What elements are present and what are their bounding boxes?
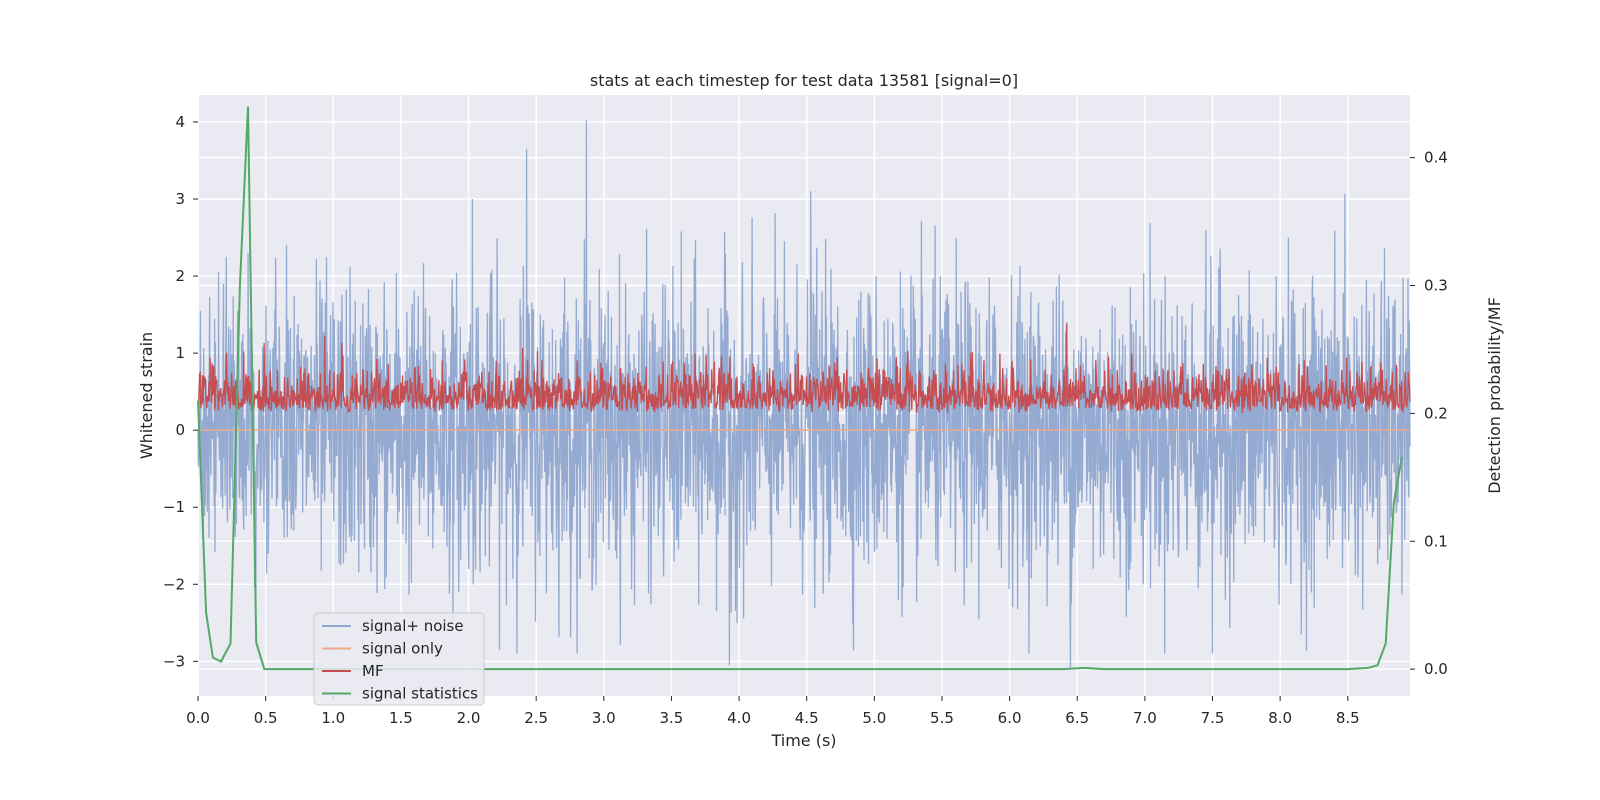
x-tick-label: 5.5 (930, 709, 954, 727)
x-tick-label: 7.0 (1133, 709, 1157, 727)
chart-title: stats at each timestep for test data 135… (590, 71, 1018, 90)
legend-label: signal statistics (362, 685, 478, 703)
y-axis-label: Whitened strain (137, 332, 156, 459)
x-tick-label: 6.0 (998, 709, 1022, 727)
y-tick-label: −3 (163, 652, 185, 670)
y2-tick-label: 0.2 (1424, 404, 1448, 422)
y-tick-label: 2 (175, 267, 185, 285)
x-tick-label: 2.5 (524, 709, 548, 727)
x-tick-label: 5.0 (862, 709, 886, 727)
legend-label: signal+ noise (362, 617, 464, 635)
x-tick-label: 4.5 (795, 709, 819, 727)
series-signal-noise-line (197, 120, 1411, 670)
x-tick-label: 3.0 (592, 709, 616, 727)
x-tick-label: 4.0 (727, 709, 751, 727)
series-signal-statistics-line (197, 106, 1403, 671)
series-layer (197, 106, 1411, 671)
x-tick-label: 0.0 (186, 709, 210, 727)
x-tick-label: 8.0 (1268, 709, 1292, 727)
y-tick-label: −1 (163, 498, 185, 516)
x-axis-label: Time (s) (770, 731, 836, 750)
x-tick-label: 3.5 (660, 709, 684, 727)
x-tick-label: 6.5 (1065, 709, 1089, 727)
legend: signal+ noise signal only MF signal statist… (313, 612, 485, 706)
legend-box (313, 612, 485, 706)
y-tick-label: 3 (175, 190, 185, 208)
series-mf-line (197, 323, 1411, 414)
y2-tick-label: 0.3 (1424, 277, 1448, 295)
y-tick-label: −2 (163, 575, 185, 593)
x-tick-label: 1.5 (389, 709, 413, 727)
x-tick-label: 7.5 (1201, 709, 1225, 727)
y-tick-label: 1 (175, 344, 185, 362)
y-tick-label: 4 (175, 113, 185, 131)
legend-label: MF (362, 662, 384, 680)
y2-axis-label: Detection probability/MF (1485, 297, 1504, 494)
x-tick-label: 0.5 (254, 709, 278, 727)
x-tick-label: 2.0 (457, 709, 481, 727)
legend-label: signal only (362, 640, 443, 658)
axes-layer: 0.0 0.5 1.0 1.5 2.0 2.5 3.0 3.5 4.0 4.5 5.0 5.5 6.0 6… (163, 113, 1448, 727)
y2-tick-label: 0.4 (1424, 149, 1448, 167)
y2-tick-label: 0.1 (1424, 532, 1448, 550)
y2-tick-label: 0.0 (1424, 660, 1448, 678)
y-tick-label: 0 (175, 421, 185, 439)
x-tick-label: 8.5 (1336, 709, 1360, 727)
x-tick-label: 1.0 (321, 709, 345, 727)
